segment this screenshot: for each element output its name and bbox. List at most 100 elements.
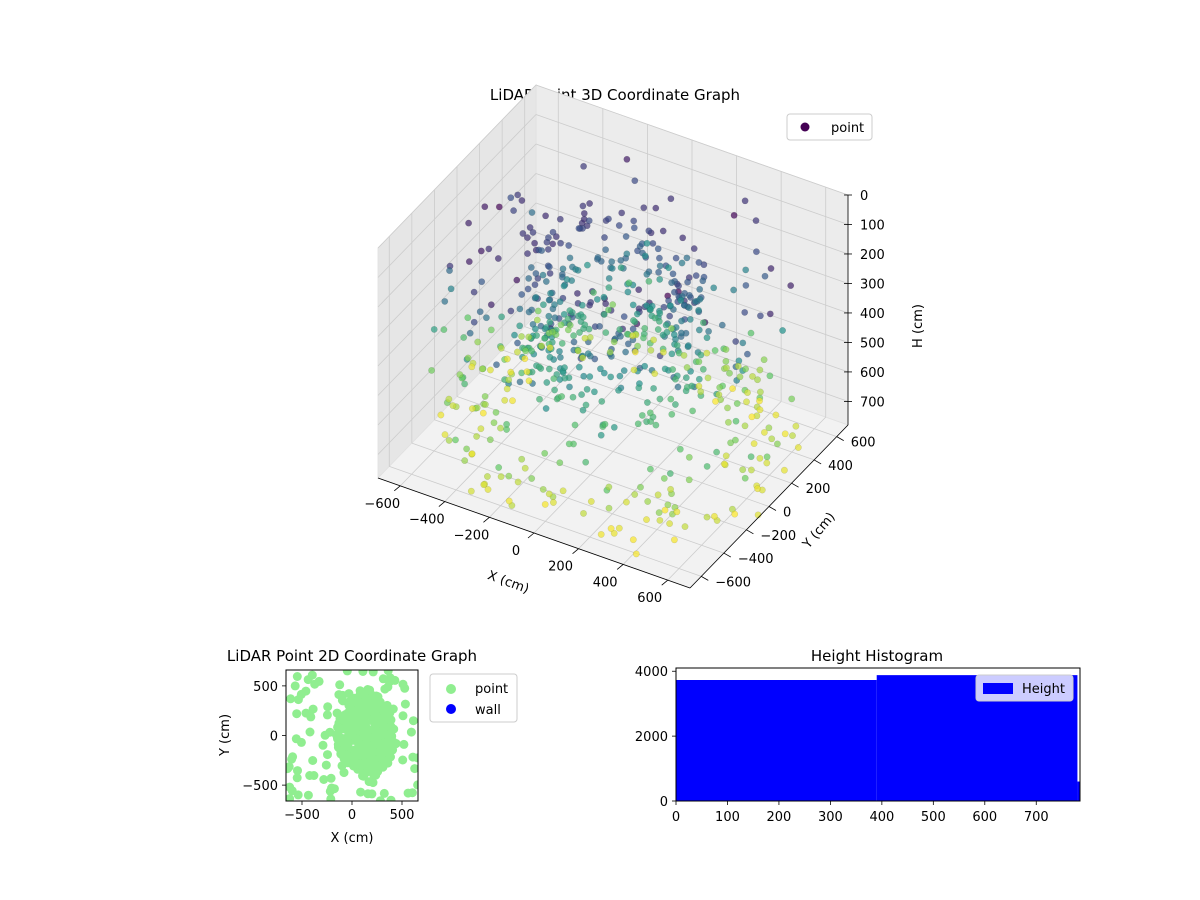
chart-3d-point (579, 313, 587, 321)
chart-2d-point (377, 739, 387, 749)
chart-3d-point (734, 362, 742, 370)
chart-3d-point (485, 245, 493, 253)
chart-3d-point (695, 375, 703, 383)
chart-3d-point (630, 217, 638, 225)
chart-3d-point (474, 338, 482, 346)
chart-3d-z-tick-label: 100 (860, 218, 885, 233)
chart-3d-point (789, 432, 796, 440)
chart-3d-point (581, 334, 589, 342)
chart-3d-point (616, 372, 624, 380)
chart-3d-point (565, 440, 573, 448)
chart-3d-point (750, 440, 758, 448)
chart-2d-point (321, 760, 331, 770)
chart-3d-legend-marker (800, 122, 810, 132)
chart-3d-point (587, 498, 595, 505)
chart-3d-y-tick (836, 436, 844, 441)
chart-3d-point (716, 384, 724, 391)
chart-3d-point (495, 203, 503, 211)
chart-3d-point (544, 234, 552, 242)
chart-3d-point (538, 247, 546, 255)
chart-3d-point (756, 406, 764, 414)
chart-3d-point (756, 397, 763, 405)
chart-3d-point (519, 230, 527, 237)
chart-2d-point (361, 761, 371, 771)
chart-3d-point (616, 326, 624, 333)
chart-3d-point (641, 362, 649, 370)
chart-3d-point (473, 432, 481, 440)
chart-3d-point (525, 377, 533, 385)
chart-3d-point (723, 364, 730, 372)
chart-3d-point (564, 315, 572, 323)
chart-3d-point (542, 324, 550, 331)
chart-3d-point (528, 209, 536, 216)
chart-2d-point (398, 755, 408, 765)
chart-3d-x-tick (572, 548, 579, 555)
chart-3d-point (468, 450, 476, 458)
chart-2d-point (350, 694, 360, 704)
chart-3d-point (661, 365, 669, 373)
chart-3d-point (574, 266, 582, 274)
chart-3d-point (539, 301, 547, 309)
chart-3d-point (461, 380, 469, 388)
chart-3d-point (501, 396, 509, 404)
chart-3d-point (487, 301, 495, 309)
chart-height-histogram: Height Histogram 0 100 200 300 400 500 600 700 … (635, 647, 1081, 825)
chart-3d-z-tick-label: 0 (860, 189, 868, 204)
chart-3d-point (617, 332, 624, 340)
chart-2d-point (291, 734, 301, 744)
chart-3d-point (726, 369, 733, 377)
chart-3d-point (767, 265, 775, 272)
chart-3d-x-tick-label: −600 (364, 497, 400, 512)
chart-3d-point (606, 348, 614, 356)
chart-3d-point (514, 339, 521, 347)
chart-3d-point (605, 504, 613, 512)
chart-3d-point (670, 288, 678, 296)
chart-3d-y-tick (723, 552, 732, 558)
chart-3d-point (742, 365, 750, 373)
chart-3d-point (680, 351, 688, 359)
chart-3d-point (643, 270, 651, 278)
chart-3d-point (654, 326, 662, 333)
chart-3d-point (518, 197, 526, 204)
chart-3d-point (445, 436, 453, 444)
chart-3d-point (665, 264, 673, 272)
chart-2d-point (364, 777, 374, 787)
chart-2d-point (327, 783, 337, 793)
chart-2d-point (286, 794, 295, 801)
chart-3d-point (481, 392, 489, 400)
chart-3d-point (722, 346, 730, 353)
chart-3d-point (608, 264, 616, 272)
chart-histogram-legend-box (975, 674, 1074, 702)
chart-3d-point (710, 512, 718, 520)
chart-3d-point (534, 307, 542, 315)
chart-3d-point (654, 491, 662, 499)
grid-z-left (377, 114, 537, 278)
chart-3d-point (430, 325, 438, 333)
chart-3d-y-tick (791, 482, 799, 488)
chart-3d-point (463, 445, 471, 453)
chart-3d-point (631, 491, 639, 498)
chart-3d-point (552, 233, 560, 241)
chart-3d-point (748, 413, 756, 421)
chart-3d-point (756, 454, 764, 462)
chart-3d-point (503, 385, 511, 393)
chart-2d-point (355, 748, 365, 758)
chart-2d-point (332, 708, 342, 718)
chart-3d-y-tick-label: 600 (851, 436, 876, 451)
chart-3d-point (634, 342, 642, 350)
chart-histogram-x-tick-label: 300 (818, 810, 843, 825)
chart-3d-point (656, 262, 664, 270)
chart-2d-legend: point wall (429, 673, 518, 723)
chart-histogram-x-tick-label: 400 (869, 810, 894, 825)
chart-2d-point (399, 739, 409, 749)
chart-3d-point (551, 386, 559, 394)
chart-3d-point (556, 215, 564, 223)
chart-3d-point (732, 338, 740, 345)
chart-3d-point (625, 279, 633, 287)
grid-z-back (535, 114, 849, 225)
chart-3d-point (543, 379, 551, 386)
chart-2d-point (361, 718, 371, 728)
chart-3d-point (674, 383, 682, 391)
chart-3d-point (649, 239, 657, 247)
chart-3d-point (492, 408, 500, 416)
